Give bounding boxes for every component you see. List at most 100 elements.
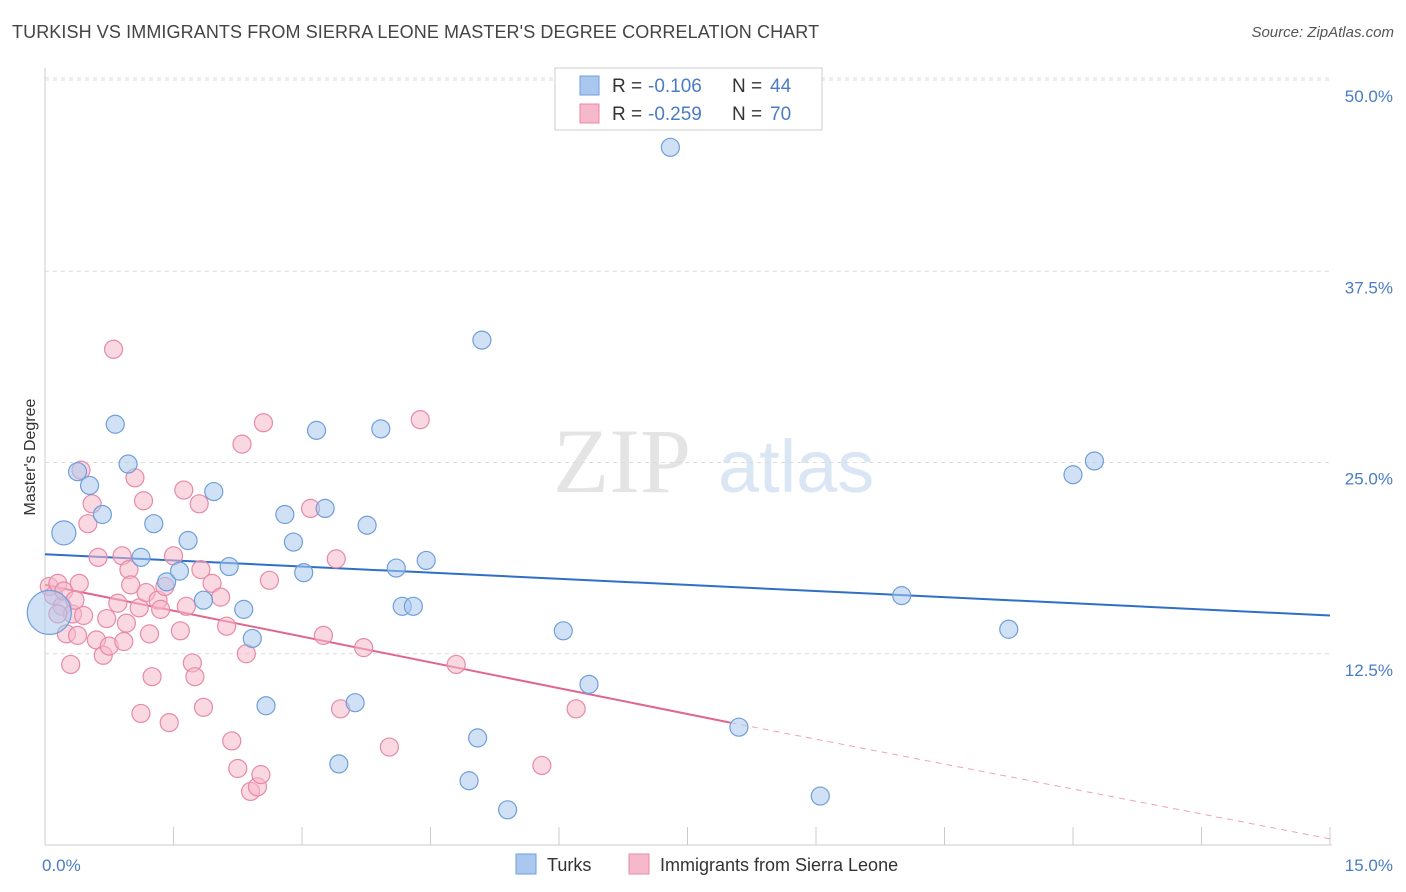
sl-point	[217, 616, 237, 636]
sl-point	[253, 413, 274, 433]
turks-point	[371, 419, 391, 439]
sl-n-label: N =	[732, 104, 762, 125]
turks-series-label: Turks	[547, 855, 591, 875]
turks-point	[459, 771, 479, 791]
sl-point	[97, 608, 117, 629]
turks-point	[579, 674, 599, 694]
sl-point	[114, 631, 134, 652]
turks-point	[157, 572, 177, 592]
source-credit: Source: ZipAtlas.com	[1251, 24, 1394, 41]
sl-point	[108, 593, 128, 613]
turks-point	[178, 530, 198, 551]
sl-r-value: -0.259	[648, 104, 702, 125]
sl-point	[78, 514, 98, 534]
turks-point	[67, 462, 88, 482]
turks-point	[256, 696, 276, 716]
turks-point	[498, 800, 518, 820]
turks-r-value: -0.106	[648, 76, 702, 97]
watermark-zip: ZIP	[553, 410, 691, 512]
sl-point	[259, 570, 280, 590]
turks-point	[553, 621, 573, 641]
sl-point	[176, 596, 196, 616]
turks-point	[144, 514, 164, 534]
trend-lines	[44, 553, 1331, 840]
sl-point	[139, 624, 160, 644]
sl-point	[116, 613, 136, 633]
y-tick-label: 50.0%	[1345, 87, 1393, 106]
turks-point	[26, 589, 72, 636]
turks-n-label: N =	[732, 76, 762, 97]
sl-r-label: R =	[612, 104, 642, 125]
sl-point	[410, 410, 430, 430]
turks-point	[204, 481, 224, 502]
sl-point	[191, 559, 211, 580]
x-tick-label: 0.0%	[42, 856, 81, 875]
sl-series-swatch	[628, 853, 650, 875]
turks-point	[999, 619, 1019, 639]
sl-point	[313, 625, 334, 645]
sl-point	[202, 573, 222, 593]
y-tick-label: 37.5%	[1345, 278, 1393, 297]
turks-point	[315, 498, 335, 518]
sl-point	[133, 491, 154, 511]
turks-point	[810, 786, 830, 806]
sl-trend-extension	[730, 722, 1331, 840]
sl-point	[61, 654, 81, 675]
turks-point	[118, 454, 138, 474]
turks-point	[660, 137, 680, 157]
turks-point	[169, 561, 190, 581]
tick-labels: 12.5% 25.0% 37.5% 50.0% 0.0% 15.0%	[42, 87, 1393, 875]
sl-point	[174, 480, 194, 500]
sl-point	[232, 434, 252, 454]
turks-point	[234, 599, 254, 619]
sl-point	[532, 755, 552, 776]
sl-point	[326, 549, 346, 569]
chart-title: TURKISH VS IMMIGRANTS FROM SIERRA LEONE …	[12, 22, 820, 42]
sl-point	[69, 573, 89, 593]
turks-point	[105, 414, 125, 434]
turks-point	[416, 550, 436, 571]
turks-point	[92, 504, 112, 525]
turks-point	[892, 586, 912, 606]
sl-point	[222, 731, 242, 751]
turks-points	[26, 137, 1105, 820]
sl-series-label: Immigrants from Sierra Leone	[660, 855, 898, 875]
sl-point	[170, 621, 190, 641]
turks-point	[275, 504, 295, 525]
turks-point	[472, 330, 492, 350]
turks-point	[345, 693, 365, 713]
sl-point	[566, 699, 586, 719]
sl-legend-swatch	[579, 103, 600, 124]
watermark-atlas: atlas	[718, 425, 874, 508]
turks-point	[386, 558, 406, 578]
turks-series-swatch	[515, 853, 537, 875]
sl-point	[73, 605, 94, 626]
y-axis-label: Master's Degree	[22, 398, 39, 515]
turks-point	[79, 475, 100, 496]
turks-point	[329, 754, 349, 774]
turks-point	[131, 547, 151, 567]
turks-point	[403, 596, 423, 616]
sl-point	[354, 638, 374, 658]
sl-point	[251, 765, 271, 785]
turks-trend-line	[44, 553, 1331, 617]
sl-point	[211, 587, 231, 607]
sl-point	[142, 667, 162, 687]
y-tick-label: 12.5%	[1345, 661, 1393, 680]
turks-point	[219, 556, 239, 577]
turks-point	[729, 717, 749, 737]
sl-point	[88, 547, 108, 567]
sl-point	[185, 667, 205, 687]
turks-point	[193, 590, 214, 610]
turks-legend-swatch	[579, 75, 600, 96]
sl-point	[193, 697, 214, 717]
sl-point	[131, 703, 151, 724]
turks-point	[468, 728, 488, 748]
turks-point	[1063, 465, 1083, 485]
turks-point	[242, 628, 262, 649]
turks-point	[51, 520, 77, 546]
sl-point	[67, 625, 88, 645]
axes	[44, 68, 1332, 846]
sl-point	[121, 575, 141, 595]
